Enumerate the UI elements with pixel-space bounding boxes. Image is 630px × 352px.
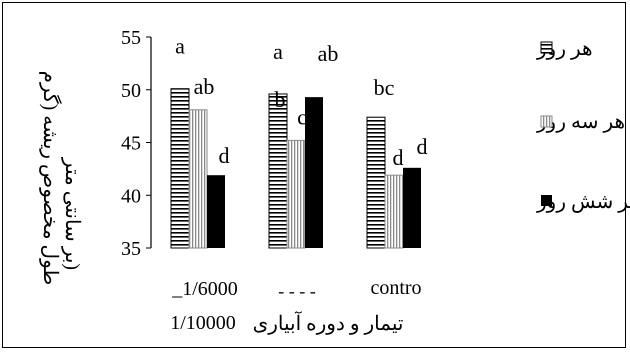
- bar-2-3: [384, 174, 404, 249]
- x-category-label-2: - - - -: [278, 281, 315, 301]
- bar-2-1: [188, 109, 208, 249]
- legend-label-3: هر شش روز: [536, 191, 630, 213]
- significance-letter: d: [393, 145, 404, 170]
- y-tick-label: 35: [121, 238, 141, 260]
- legend: هر روز هر سه روز هر شش روز: [536, 38, 630, 213]
- bar-3-1: [207, 175, 225, 248]
- legend-swatch-2: [540, 115, 553, 128]
- y-tick-label: 45: [121, 133, 141, 155]
- legend-swatch-1: [540, 41, 553, 54]
- bar-1-2: [268, 93, 288, 249]
- significance-letter: ab: [194, 74, 215, 99]
- significance-letter: c: [297, 104, 307, 129]
- bar-2-2: [286, 139, 306, 249]
- y-axis-label-line-2: بر سانتی متر): [61, 157, 83, 270]
- significance-letter: d: [219, 143, 230, 168]
- x-category-label-3: contro: [370, 277, 421, 299]
- x-extra-label: 1/10000: [170, 312, 236, 334]
- bar-1-3: [366, 116, 386, 249]
- y-tick-label: 50: [121, 80, 141, 102]
- y-axis-label-line-1: طول مخصوص ریشه (گرم: [39, 71, 62, 286]
- legend-swatch-3: [541, 195, 552, 206]
- y-tick-label: 40: [121, 185, 141, 207]
- significance-letter: ab: [318, 41, 339, 66]
- legend-label-2: هر سه روز: [536, 111, 625, 133]
- y-tick-label: 55: [121, 27, 141, 49]
- significance-letter: d: [417, 134, 428, 159]
- significance-letter: a: [273, 39, 283, 64]
- bar-3-2: [305, 97, 323, 248]
- bar-1-1: [170, 88, 190, 249]
- x-category-label-1: _1/6000: [171, 278, 238, 300]
- significance-letter: a: [175, 34, 185, 59]
- bar-3-3: [403, 167, 421, 248]
- significance-letter-extra: b: [275, 87, 286, 112]
- x-axis-title: تیمار و دوره آبیاری: [253, 311, 404, 335]
- significance-letter: bc: [374, 75, 395, 100]
